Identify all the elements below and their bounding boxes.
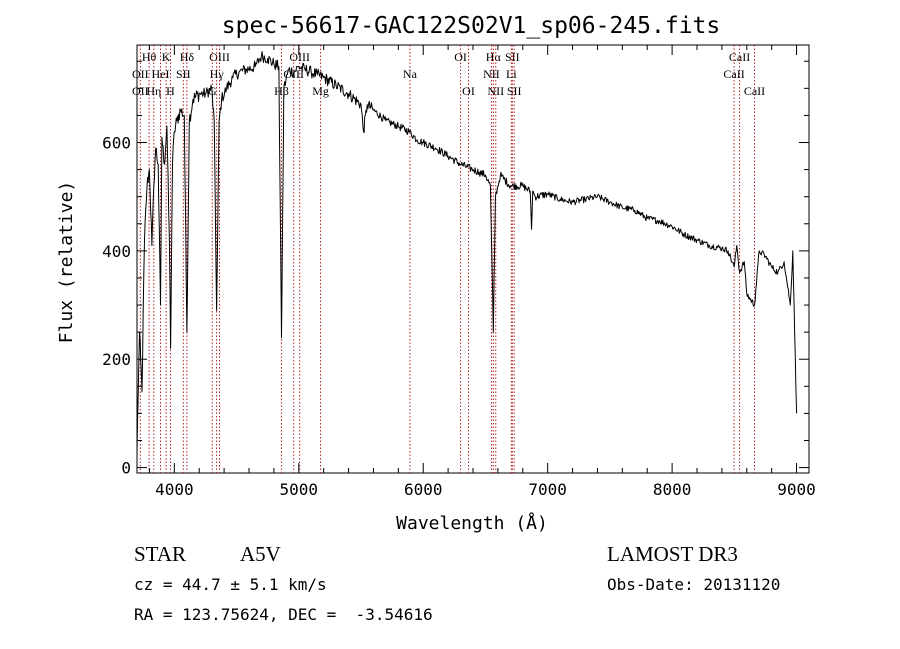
line-marker-label: CaII: [744, 84, 765, 98]
line-marker-label: NII: [487, 84, 504, 98]
spectrum-line: [136, 51, 798, 452]
line-marker-label: OIII: [289, 50, 310, 64]
survey-name: LAMOST DR3: [607, 542, 738, 566]
axis-ticks: 4000 5000 6000 7000 8000 9000 0 200 400 600: [102, 45, 816, 499]
line-marker-label: SII: [176, 67, 191, 81]
line-marker-label: SII: [505, 50, 520, 64]
y-tick-label: 0: [121, 459, 131, 478]
line-marker-label: NII: [483, 67, 500, 81]
line-marker-label: Na: [403, 67, 418, 81]
line-marker-label: Hβ: [274, 84, 289, 98]
x-tick-label: 7000: [528, 480, 567, 499]
x-axis-label: Wavelength (Å): [396, 512, 548, 534]
observation-date: Obs-Date: 20131120: [607, 575, 780, 594]
object-class: STAR: [134, 542, 186, 566]
x-tick-label: 6000: [404, 480, 443, 499]
x-tick-label: 5000: [280, 480, 319, 499]
plot-frame: [136, 44, 810, 474]
line-marker-label: K: [162, 50, 171, 64]
line-marker-label: Hδ: [180, 50, 195, 64]
x-tick-label: 9000: [777, 480, 816, 499]
x-tick-label: 8000: [653, 480, 692, 499]
x-tick-label: 4000: [155, 480, 194, 499]
line-marker-label: CaII: [729, 50, 750, 64]
chart-title: spec-56617-GAC122S02V1_sp06-245.fits: [222, 13, 721, 39]
y-axis-label: Flux (relative): [56, 181, 77, 344]
line-marker-label: OI: [462, 84, 475, 98]
line-marker-label: SII: [507, 84, 522, 98]
redshift-velocity: cz = 44.7 ± 5.1 km/s: [134, 575, 327, 594]
line-marker-label: HeI: [152, 67, 170, 81]
line-marker-label: CaII: [723, 67, 744, 81]
line-marker-label: Hθ: [142, 50, 157, 64]
line-marker-label: OII: [132, 84, 149, 98]
line-marker-label: Mg: [312, 84, 329, 98]
line-marker-label: OII: [132, 67, 149, 81]
line-marker-label: OIII: [209, 50, 230, 64]
object-subclass: A5V: [240, 542, 281, 566]
y-tick-label: 200: [102, 350, 131, 369]
line-marker-label: Li: [506, 67, 517, 81]
line-marker-label: H: [166, 84, 175, 98]
line-marker-label: OI: [454, 50, 467, 64]
sky-coordinates: RA = 123.75624, DEC = -3.54616: [134, 605, 433, 624]
line-marker-label: Hα: [486, 50, 502, 64]
line-marker-label: Hη: [146, 84, 161, 98]
y-tick-label: 600: [102, 134, 131, 153]
line-marker-label: Hγ: [210, 67, 225, 81]
y-tick-label: 400: [102, 242, 131, 261]
